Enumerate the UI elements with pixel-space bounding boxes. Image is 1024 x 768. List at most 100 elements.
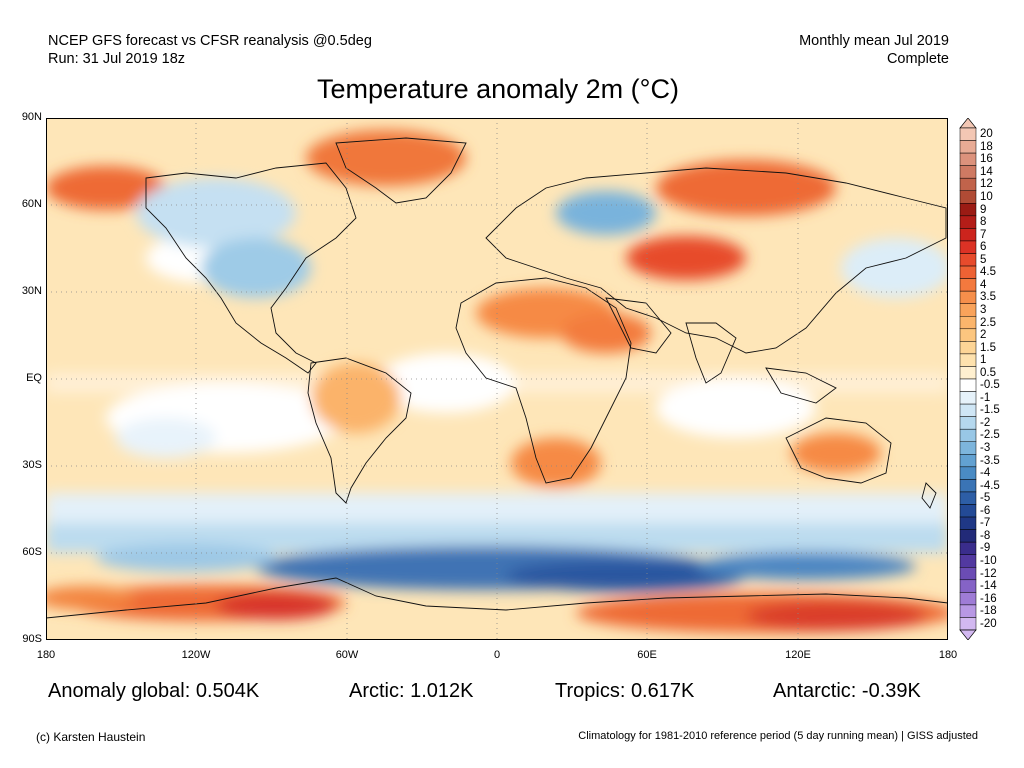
model-description: NCEP GFS forecast vs CFSR reanalysis @0.…: [48, 33, 372, 49]
colorbar-swatch: [959, 391, 977, 405]
colorbar-tick-label: 8: [980, 216, 987, 229]
colorbar-tick-label: 9: [980, 203, 987, 216]
climatology-note: Climatology for 1981-2010 reference peri…: [578, 730, 978, 742]
colorbar-tick-label: -12: [980, 567, 997, 580]
colorbar-swatch: [959, 403, 977, 417]
colorbar-tick-label: 20: [980, 128, 993, 141]
colorbar-swatch: [959, 541, 977, 555]
header-left: NCEP GFS forecast vs CFSR reanalysis @0.…: [48, 32, 372, 68]
colorbar-tick-label: -10: [980, 554, 997, 567]
anomaly-map: [46, 118, 948, 640]
map-title: Temperature anomaly 2m (°C): [317, 74, 679, 104]
lon-label-120e: 120E: [785, 649, 811, 661]
colorbar-swatch: [959, 466, 977, 480]
stat-antarctic: Antarctic: -0.39K: [773, 680, 921, 702]
colorbar-swatch: [959, 253, 977, 267]
colorbar-swatch: [959, 203, 977, 217]
colorbar-tick-label: -14: [980, 580, 997, 593]
colorbar-swatch: [959, 190, 977, 204]
colorbar-tick-label: -8: [980, 529, 991, 542]
colorbar-tick-label: -2.5: [980, 429, 1000, 442]
colorbar-swatch: [959, 177, 977, 192]
colorbar-swatch: [959, 215, 977, 229]
colorbar-swatch: [959, 316, 977, 330]
colorbar-tick-label: -9: [980, 542, 991, 555]
colorbar-tick-label: 14: [980, 165, 993, 178]
lat-label-30s: 30S: [22, 459, 42, 471]
colorbar-swatch: [959, 328, 977, 342]
colorbar-swatch: [959, 428, 977, 443]
status-info: Complete: [886, 51, 949, 67]
lat-label-60n: 60N: [21, 198, 42, 210]
header-right: Monthly mean Jul 2019 Complete: [799, 32, 949, 68]
credit-text: (c) Karsten Haustein: [36, 730, 146, 744]
colorbar-swatch: [959, 303, 977, 317]
colorbar-swatch: [959, 353, 977, 367]
colorbar-swatch: [959, 592, 977, 606]
colorbar-tick-label: -1: [980, 391, 991, 404]
run-info: Run: 31 Jul 2019 18z: [48, 51, 186, 67]
colorbar-swatch: [959, 278, 977, 292]
colorbar-swatch: [959, 617, 977, 631]
colorbar-swatch: [959, 366, 977, 380]
colorbar-tick-label: 3: [980, 303, 987, 316]
colorbar-tick-label: 7: [980, 228, 987, 241]
colorbar-swatch: [959, 165, 977, 179]
colorbar-swatch: [959, 416, 977, 430]
colorbar-tick-label: -20: [980, 617, 997, 630]
colorbar-swatch: [959, 140, 977, 154]
colorbar-swatch: [959, 152, 977, 166]
colorbar-swatch: [959, 228, 977, 242]
colorbar-tick-label: 1: [980, 354, 987, 367]
stat-arctic: Arctic: 1.012K: [349, 680, 474, 702]
colorbar-tick-label: 0.5: [980, 366, 996, 379]
colorbar-swatch: [959, 378, 977, 392]
lat-label-90s: 90S: [22, 633, 42, 645]
colorbar-tick-label: -3: [980, 442, 991, 455]
map-border: [46, 118, 948, 640]
colorbar-tick-label: 12: [980, 178, 993, 191]
colorbar-tick-label: -0.5: [980, 379, 1000, 392]
colorbar-swatch: [959, 504, 977, 518]
colorbar-swatch: [959, 441, 977, 455]
lat-label-60s: 60S: [22, 546, 42, 558]
coastlines: [46, 137, 948, 619]
colorbar-swatch: [959, 567, 977, 581]
colorbar-tick-label: 18: [980, 140, 993, 153]
colorbar-swatch: [959, 479, 977, 493]
colorbar-tick-label: 2.5: [980, 316, 996, 329]
colorbar-tick-label: 4: [980, 278, 987, 291]
period-info: Monthly mean Jul 2019: [799, 33, 949, 49]
lat-label-30n: 30N: [21, 285, 42, 297]
lon-label-180e: 180: [938, 649, 958, 661]
colorbar-tick-label: 2: [980, 329, 987, 342]
colorbar-tick-label: 5: [980, 253, 987, 266]
colorbar-tick-label: 6: [980, 241, 987, 254]
colorbar-max-arrow: [959, 118, 977, 129]
colorbar-swatch: [959, 290, 977, 304]
colorbar: [959, 118, 977, 640]
colorbar-swatch: [959, 604, 977, 618]
colorbar-tick-label: 3.5: [980, 291, 996, 304]
colorbar-tick-label: 16: [980, 153, 993, 166]
lon-label-0: 0: [493, 649, 501, 661]
colorbar-tick-label: 1.5: [980, 341, 996, 354]
colorbar-swatch: [959, 516, 977, 530]
lat-label-90n: 90N: [21, 111, 42, 123]
lon-label-60w: 60W: [335, 649, 359, 661]
colorbar-swatch: [959, 240, 977, 254]
colorbar-swatch: [959, 127, 977, 141]
colorbar-tick-label: -4.5: [980, 479, 1000, 492]
stat-global: Anomaly global: 0.504K: [48, 680, 260, 702]
colorbar-tick-label: -3.5: [980, 454, 1000, 467]
colorbar-swatch: [959, 491, 977, 505]
colorbar-swatch: [959, 554, 977, 568]
colorbar-swatch: [959, 341, 977, 355]
colorbar-tick-label: -4: [980, 467, 991, 480]
colorbar-tick-label: -1.5: [980, 404, 1000, 417]
lon-label-120w: 120W: [181, 649, 211, 661]
colorbar-swatch: [959, 454, 977, 468]
lat-label-eq: EQ: [26, 372, 42, 384]
colorbar-min-arrow: [959, 629, 977, 640]
colorbar-tick-label: -6: [980, 504, 991, 517]
